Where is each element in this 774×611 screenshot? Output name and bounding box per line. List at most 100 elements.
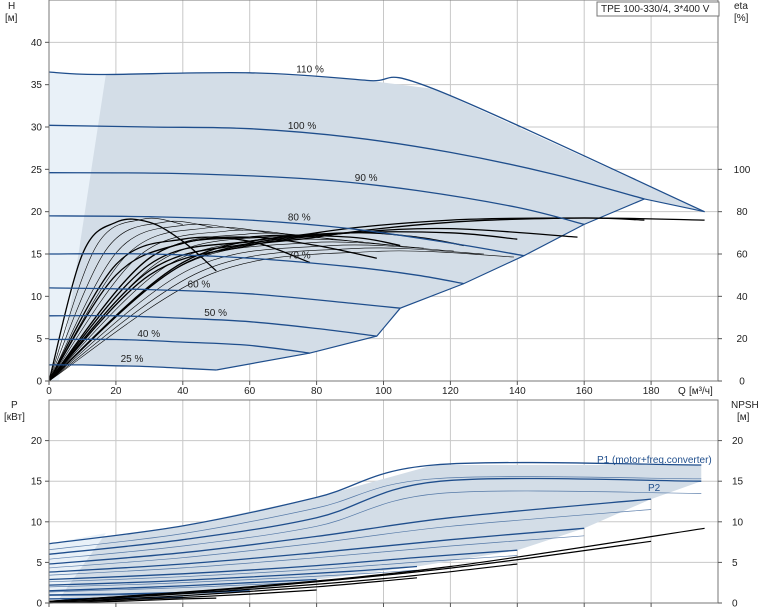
bottom-ticks: 0 5 10 15 20 0 5 10 15 20 <box>31 436 744 609</box>
power-p1-curve <box>48 477 702 555</box>
power-p1-curve <box>48 565 418 586</box>
speed-label: 25 % <box>121 354 144 365</box>
p-tick-label: 15 <box>31 477 43 488</box>
h-tick-label: 0 <box>36 377 42 388</box>
top-area-fill <box>49 71 705 381</box>
h-axis-unit: [м] <box>5 13 18 24</box>
p-tick-label: 10 <box>31 517 43 528</box>
top-fan-curve <box>48 247 484 382</box>
speed-label: 40 % <box>137 329 160 340</box>
npsh-axis-unit: [м] <box>737 412 750 423</box>
h-tick-label: 30 <box>31 123 43 134</box>
eta-tick-label: 60 <box>736 250 748 261</box>
top-fan-curve <box>48 244 454 382</box>
top-fan-curve <box>48 223 244 382</box>
top-speed-labels: 110 % 100 % 90 % 80 % 70 % 60 % 50 % 40 % 25 % <box>121 65 378 366</box>
speed-label: 50 % <box>204 308 227 319</box>
p-axis-label: P <box>11 400 18 411</box>
power-p2-curve <box>48 490 702 560</box>
speed-curve <box>48 71 705 213</box>
eta-curve <box>48 227 578 382</box>
speed-curve <box>48 287 401 309</box>
npsh-tick-label: 15 <box>732 477 744 488</box>
speed-curve <box>48 314 377 337</box>
top-curves <box>48 71 705 382</box>
npsh-tick-label: 10 <box>732 517 744 528</box>
power-p2-curve <box>48 581 317 593</box>
x-tick-label: 60 <box>244 386 256 397</box>
bottom-curves <box>48 461 705 604</box>
h-tick-label: 10 <box>31 292 43 303</box>
h-tick-label: 20 <box>31 207 43 218</box>
speed-curve <box>48 364 217 371</box>
eta-curve <box>48 236 311 382</box>
x-tick-label: 20 <box>110 386 122 397</box>
power-p2-curve <box>48 476 702 551</box>
power-p1-curve <box>48 498 652 565</box>
x-tick-label: 100 <box>375 386 392 397</box>
eta-axis-unit: [%] <box>734 13 749 24</box>
eta-curve <box>48 218 217 382</box>
speed-curve <box>48 172 585 226</box>
h-tick-label: 40 <box>31 38 43 49</box>
x-tick-label: 180 <box>643 386 660 397</box>
npsh-curve <box>48 597 217 604</box>
speed-curve <box>48 124 645 200</box>
x-tick-label: 160 <box>576 386 593 397</box>
eta-tick-label: 80 <box>736 207 748 218</box>
p-axis-unit: [кВт] <box>4 412 25 423</box>
npsh-curve <box>48 577 418 603</box>
model-title: TPE 100-330/4, 3*400 V <box>601 4 710 15</box>
h-tick-label: 15 <box>31 250 43 261</box>
npsh-axis-label: NPSH <box>731 400 759 411</box>
top-fan-curve <box>48 238 394 382</box>
npsh-curve <box>48 563 518 602</box>
h-tick-label: 35 <box>31 80 43 91</box>
top-ticks: 0 20 40 60 80 100 120 140 160 180 0 5 10 15 20 25 30 35 40… <box>31 38 751 397</box>
q-axis-label: Q <box>678 386 686 397</box>
power-p2-curve <box>48 555 518 583</box>
top-fan-curve <box>48 250 515 382</box>
power-p2-curve <box>48 569 418 588</box>
x-tick-label: 40 <box>177 386 189 397</box>
power-p2-curve <box>48 509 652 569</box>
x-tick-label: 80 <box>311 386 323 397</box>
p2-annotation: P2 <box>648 483 661 494</box>
speed-label: 80 % <box>288 212 311 223</box>
speed-label: 100 % <box>288 121 316 132</box>
model-box <box>596 1 720 17</box>
bottom-area-fill <box>49 464 702 599</box>
top-area-light-wedge <box>49 71 106 381</box>
top-fan-curve <box>48 226 274 382</box>
power-p1-curve <box>48 461 702 545</box>
h-tick-label: 5 <box>36 334 42 345</box>
eta-axis-label: eta <box>734 1 748 12</box>
speed-curve <box>48 338 310 354</box>
speed-curve <box>48 253 464 285</box>
eta-tick-label: 100 <box>734 165 751 176</box>
eta-tick-label: 0 <box>739 377 745 388</box>
npsh-tick-label: 5 <box>732 558 738 569</box>
h-tick-label: 25 <box>31 165 43 176</box>
eta-tick-label: 20 <box>736 334 748 345</box>
speed-label: 70 % <box>288 250 311 261</box>
x-tick-label: 120 <box>442 386 459 397</box>
eta-curve <box>48 234 401 382</box>
speed-label: 110 % <box>296 65 324 76</box>
top-fan-curve <box>48 218 183 382</box>
x-tick-label: 0 <box>46 386 52 397</box>
npsh-tick-label: 0 <box>732 599 738 610</box>
top-fan-curve <box>48 229 304 382</box>
npsh-tick-label: 20 <box>732 436 744 447</box>
top-fan-curve <box>48 221 213 382</box>
power-p1-curve <box>48 578 317 592</box>
x-tick-label: 140 <box>509 386 526 397</box>
power-p1-curve <box>48 549 518 581</box>
power-p1-curve <box>48 527 585 573</box>
h-axis-label: H <box>8 1 15 12</box>
p1-annotation: P1 (motor+freq.converter) <box>597 455 712 466</box>
power-p2-curve <box>48 535 585 576</box>
speed-label: 90 % <box>355 173 378 184</box>
p-tick-label: 0 <box>36 599 42 610</box>
